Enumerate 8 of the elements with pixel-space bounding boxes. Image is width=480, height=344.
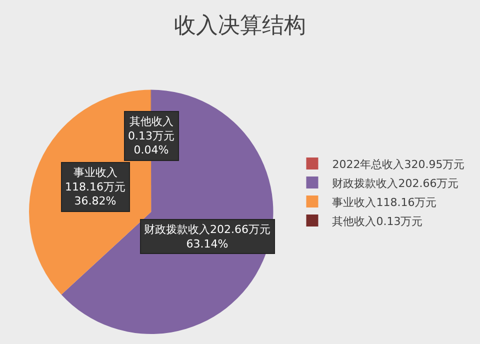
data-label: 其他收入 0.13万元 0.04% bbox=[128, 115, 174, 157]
legend-label: 事业收入118.16万元 bbox=[332, 196, 437, 209]
chart-title: 收入决算结构 bbox=[174, 14, 306, 39]
legend-label: 2022年总收入320.95万元 bbox=[332, 158, 465, 171]
data-label: 财政拨款收入202.66万元 63.14% bbox=[144, 223, 270, 250]
data-label: 事业收入 118.16万元 36.82% bbox=[65, 166, 126, 208]
legend-label: 其他收入0.13万元 bbox=[332, 214, 423, 228]
legend-label: 财政拨款收入202.66万元 bbox=[332, 176, 459, 190]
